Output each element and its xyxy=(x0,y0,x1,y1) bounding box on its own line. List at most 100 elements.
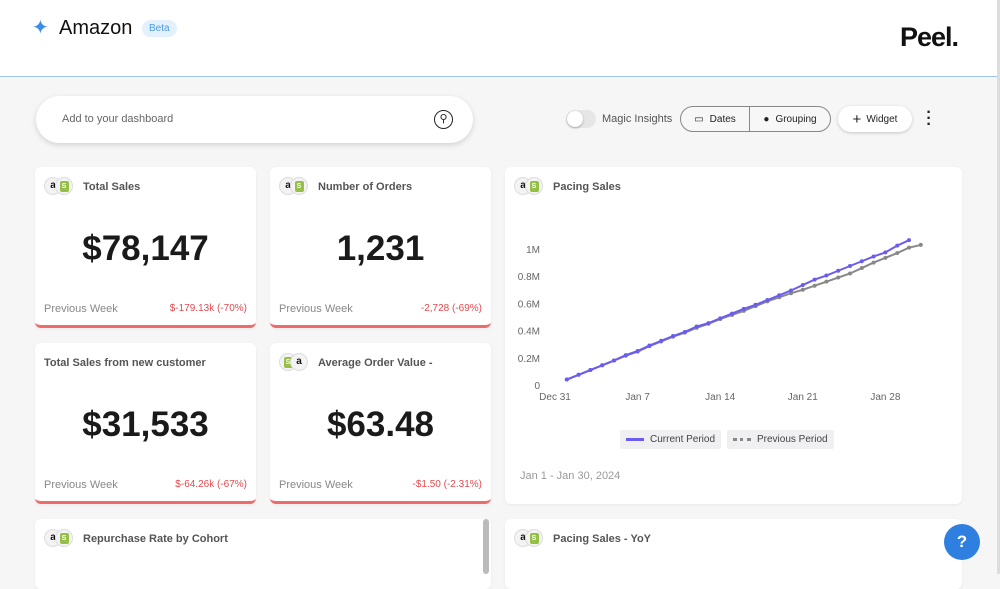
legend-label: Current Period xyxy=(650,434,716,445)
grouping-label: Grouping xyxy=(775,113,817,125)
data-point xyxy=(800,283,805,288)
data-point xyxy=(812,283,817,288)
data-point xyxy=(871,254,876,259)
x-tick-label: Jan 7 xyxy=(625,392,650,403)
data-point xyxy=(789,288,793,293)
data-point xyxy=(895,243,900,248)
data-point xyxy=(588,368,593,373)
card-title: Total Sales xyxy=(83,181,141,193)
x-tick-label: Dec 31 xyxy=(539,392,571,403)
data-point xyxy=(895,251,900,256)
data-point xyxy=(718,316,723,321)
legend-label: Previous Period xyxy=(757,434,828,445)
y-tick-label: 0.2M xyxy=(518,354,540,365)
data-point xyxy=(824,279,829,284)
beta-badge: Beta xyxy=(142,20,177,37)
data-point xyxy=(682,329,687,334)
kpi-card-new-customer-sales[interactable]: Total Sales from new customer $31,533 Pr… xyxy=(35,343,256,504)
data-point xyxy=(871,260,876,265)
y-tick-label: 0.8M xyxy=(518,272,540,283)
dates-label: Dates xyxy=(709,113,736,125)
kpi-value: $31,533 xyxy=(82,405,209,444)
kpi-delta: $-179.13k (-70%) xyxy=(169,303,247,314)
card-title: Repurchase Rate by Cohort xyxy=(83,533,228,545)
legend-swatch-previous xyxy=(733,438,751,441)
data-point xyxy=(765,298,770,302)
compare-label: Previous Week xyxy=(279,479,353,491)
series-line-current xyxy=(566,239,910,381)
page-scrollbar[interactable] xyxy=(997,0,1000,574)
card-title: Pacing Sales - YoY xyxy=(553,533,652,545)
shopify-icon: S xyxy=(525,529,543,547)
shopify-icon: S xyxy=(55,177,73,195)
data-point xyxy=(706,321,711,326)
add-widget-button[interactable]: + Widget xyxy=(838,106,912,132)
card-title: Average Order Value - xyxy=(318,357,433,369)
compare-label: Previous Week xyxy=(44,303,118,315)
data-point xyxy=(836,275,841,280)
data-point xyxy=(671,334,675,339)
y-tick-label: 0.4M xyxy=(518,327,540,338)
grouping-button[interactable]: ● Grouping xyxy=(750,107,830,131)
card-scrollbar[interactable] xyxy=(483,519,489,574)
legend-previous-period[interactable]: Previous Period xyxy=(727,430,834,449)
x-tick-label: Jan 14 xyxy=(705,392,735,403)
pacing-sales-chart: 0 0.2M 0.4M 0.6M 0.8M 1M Dec 31 Jan 7 Jan 14 Jan … xyxy=(518,238,923,403)
data-point xyxy=(659,338,664,343)
search-bar[interactable]: Add to your dashboard ⚲ xyxy=(36,96,473,143)
magic-insights-toggle[interactable] xyxy=(566,110,596,128)
plus-icon: + xyxy=(852,110,862,128)
widget-label: Widget xyxy=(866,113,898,125)
dates-button[interactable]: ▭ Dates xyxy=(681,107,750,131)
data-point xyxy=(647,343,652,348)
kpi-delta: -2,728 (-69%) xyxy=(420,303,482,314)
shopify-icon: S xyxy=(290,177,308,195)
data-point xyxy=(564,377,569,382)
data-point xyxy=(848,264,852,268)
data-point xyxy=(907,238,911,243)
help-button[interactable]: ? xyxy=(944,524,980,560)
y-tick-label: 0 xyxy=(534,381,540,392)
card-title: Total Sales from new customer xyxy=(44,357,206,369)
kpi-delta: -$1.50 (-2.31%) xyxy=(412,479,482,490)
peel-logo[interactable]: Peel. xyxy=(900,22,959,52)
data-point xyxy=(741,306,746,311)
more-options-icon[interactable]: · · · xyxy=(926,104,932,133)
kpi-value: 1,231 xyxy=(336,229,425,268)
data-point xyxy=(848,271,852,276)
search-input[interactable]: Add to your dashboard xyxy=(62,113,174,125)
data-point xyxy=(859,266,864,271)
legend-current-period[interactable]: Current Period xyxy=(620,430,722,449)
data-point xyxy=(836,268,841,273)
data-point xyxy=(800,287,805,292)
kpi-delta: $-64.26k (-67%) xyxy=(175,479,247,490)
data-point xyxy=(600,363,605,368)
shopify-icon: S xyxy=(55,529,73,547)
x-tick-label: Jan 21 xyxy=(788,392,818,403)
clock-icon: ● xyxy=(763,113,770,125)
app-header: ✦ Amazon Beta Peel. xyxy=(0,0,998,77)
compare-label: Previous Week xyxy=(279,303,353,315)
data-point xyxy=(812,277,817,282)
shopify-icon: S xyxy=(525,177,543,195)
search-icon[interactable]: ⚲ xyxy=(434,110,453,129)
legend-swatch-current xyxy=(626,438,644,441)
data-point xyxy=(623,353,628,358)
kpi-value: $78,147 xyxy=(82,229,209,268)
data-point xyxy=(777,293,782,298)
data-point xyxy=(576,372,581,377)
card-title: Number of Orders xyxy=(318,181,413,193)
data-point xyxy=(730,311,734,316)
y-tick-label: 0.6M xyxy=(518,299,540,310)
